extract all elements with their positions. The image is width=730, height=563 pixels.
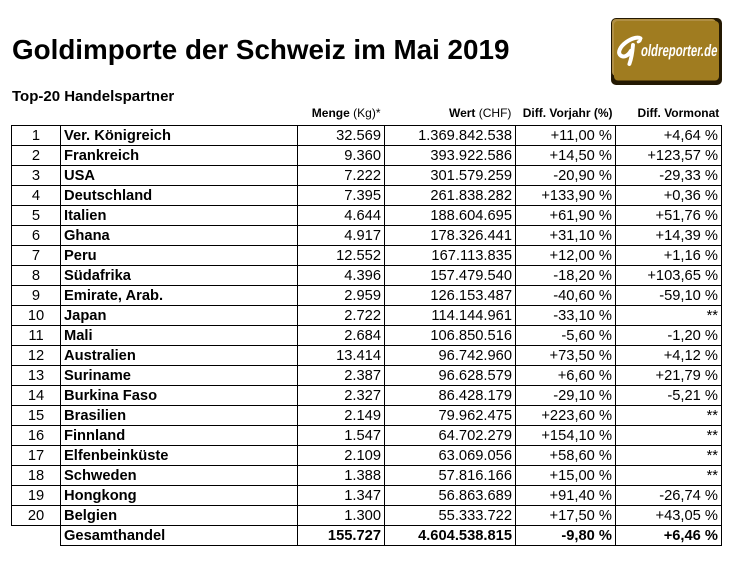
svg-text:oldreporter.de: oldreporter.de (640, 41, 719, 60)
